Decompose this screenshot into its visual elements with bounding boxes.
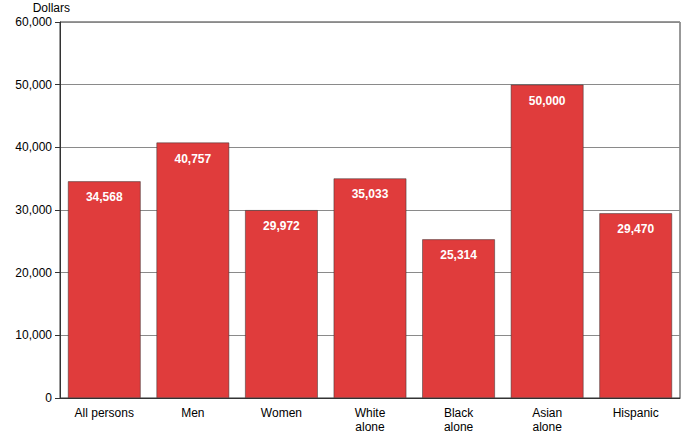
svg-text:All persons: All persons <box>75 406 134 420</box>
svg-text:Women: Women <box>261 406 302 420</box>
svg-text:Men: Men <box>181 406 204 420</box>
svg-text:29,470: 29,470 <box>617 222 654 236</box>
svg-text:20,000: 20,000 <box>15 266 52 280</box>
svg-text:alone: alone <box>355 420 385 434</box>
svg-text:40,757: 40,757 <box>175 152 212 166</box>
svg-text:50,000: 50,000 <box>529 94 566 108</box>
svg-text:50,000: 50,000 <box>15 78 52 92</box>
svg-text:60,000: 60,000 <box>15 15 52 29</box>
svg-text:Black: Black <box>444 406 474 420</box>
svg-text:25,314: 25,314 <box>440 248 477 262</box>
svg-text:White: White <box>355 406 386 420</box>
svg-text:Asian: Asian <box>532 406 562 420</box>
svg-text:34,568: 34,568 <box>86 190 123 204</box>
svg-text:0: 0 <box>45 391 52 405</box>
svg-text:Dollars: Dollars <box>33 1 70 15</box>
svg-text:29,972: 29,972 <box>263 219 300 233</box>
svg-text:30,000: 30,000 <box>15 203 52 217</box>
svg-text:Hispanic: Hispanic <box>613 406 659 420</box>
svg-text:alone: alone <box>532 420 562 434</box>
svg-text:10,000: 10,000 <box>15 328 52 342</box>
svg-text:alone: alone <box>444 420 474 434</box>
svg-text:35,033: 35,033 <box>352 187 389 201</box>
svg-text:40,000: 40,000 <box>15 140 52 154</box>
